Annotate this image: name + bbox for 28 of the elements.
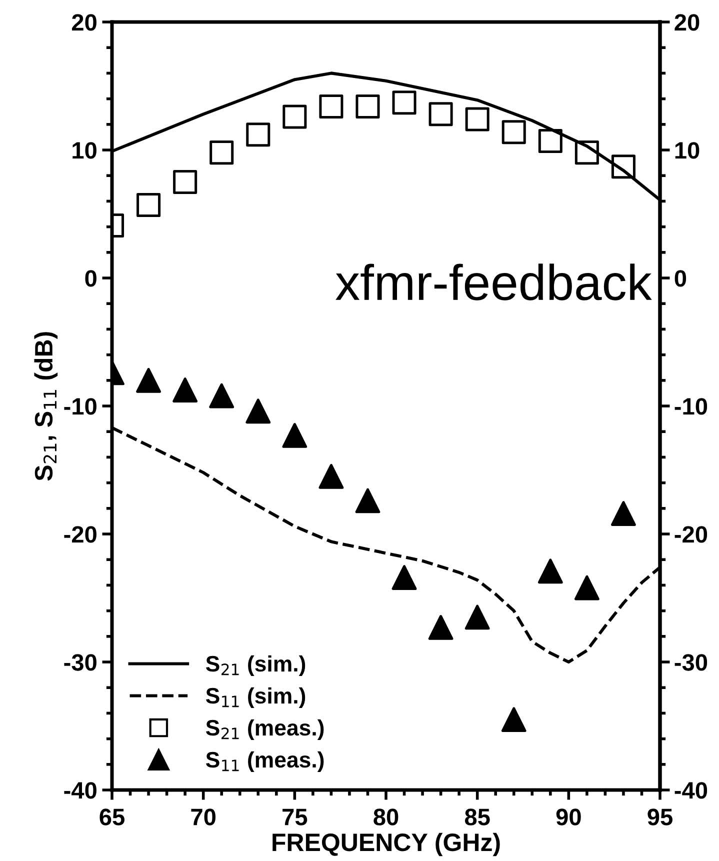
y-tick-label: -10	[64, 398, 96, 415]
legend-label: S$_{11}$ (meas.)	[206, 751, 324, 772]
y2-tick-label: 0	[674, 270, 686, 287]
legend-label: S$_{11}$ (sim.)	[206, 687, 306, 708]
annotation: xfmr-feedback	[336, 264, 652, 300]
y-axis-title: S$_{21}$, S$_{11}$ (dB)	[34, 332, 58, 481]
x-tick-label: 95	[648, 808, 672, 826]
legend-label: S$_{21}$ (sim.)	[206, 655, 306, 676]
y-tick-label: -30	[64, 654, 96, 671]
x-tick-label: 80	[374, 808, 398, 826]
y-tick-label: 20	[72, 14, 96, 31]
y-tick-label: 10	[72, 142, 96, 159]
y2-tick-label: -20	[674, 526, 708, 543]
y-tick-label: 0	[85, 270, 96, 287]
y2-tick-label: -30	[674, 654, 708, 671]
x-tick-label: 85	[464, 808, 490, 826]
y2-tick-label: -10	[674, 398, 708, 415]
x-axis-title: FREQUENCY (GHz)	[272, 832, 500, 856]
legend-label: S$_{21}$ (meas.)	[206, 719, 324, 740]
y-tick-label: -20	[64, 526, 96, 543]
y2-tick-label: 10	[675, 142, 700, 159]
y2-tick-label: 20	[674, 14, 700, 31]
y2-tick-label: -40	[674, 782, 708, 799]
y-tick-label: -40	[64, 782, 96, 799]
x-tick-label: 65	[100, 808, 124, 826]
x-tick-label: 90	[556, 808, 581, 826]
x-tick-label: 75	[282, 808, 308, 826]
x-tick-label: 70	[191, 808, 216, 826]
